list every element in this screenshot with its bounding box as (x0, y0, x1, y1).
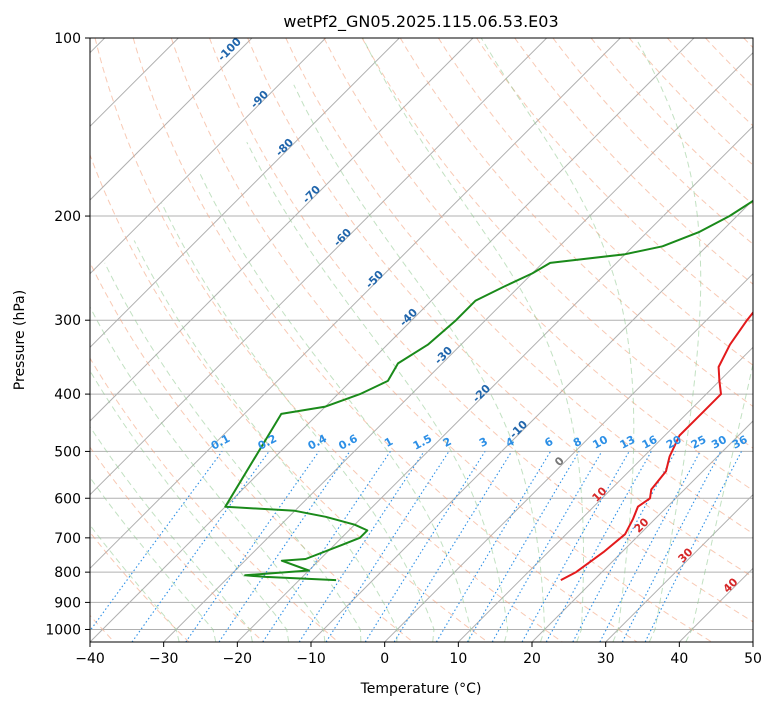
y-tick-label: 800 (54, 565, 81, 581)
mixing-ratio-line (644, 451, 742, 642)
y-tick-label: 400 (54, 387, 81, 403)
moist-adiabat-line (246, 141, 509, 642)
moist-adiabat-line (293, 84, 546, 642)
isotherm-line (90, 38, 400, 349)
axis-ticks: −40 −30 −20 −10 0 10 20 30 40 50 100 200 300 400 500 60… (45, 31, 762, 667)
mixing-ratio-line (262, 451, 391, 642)
mixing-ratio-line (521, 451, 630, 642)
mixing-ratio-label: 20 (664, 433, 684, 452)
moist-adiabat-line (480, 38, 635, 642)
mixing-ratio-line (325, 451, 450, 642)
grid-layer (90, 38, 753, 642)
x-tick-label: −40 (75, 651, 105, 667)
moist-adiabat-line (199, 174, 472, 642)
isotherm-line (605, 493, 753, 642)
x-tick-label: −20 (223, 651, 253, 667)
y-tick-label: 100 (54, 31, 81, 47)
dry-adiabat-line (247, 38, 753, 578)
isotherm-line (90, 38, 621, 570)
mixing-ratio-line (393, 451, 513, 642)
dry-adiabat-line (399, 38, 753, 408)
chart-title: wetPf2_GN05.2025.115.06.53.E03 (283, 12, 558, 32)
mixing-ratio-label: 10 (590, 433, 610, 452)
isotherm-line (90, 38, 327, 275)
y-tick-label: 300 (54, 313, 81, 329)
dry-adiabat-line (90, 357, 339, 642)
profile-lines (224, 199, 753, 582)
temperature-profile-line (560, 311, 753, 581)
dry-adiabat-line (285, 38, 753, 535)
moist-adiabat-line (685, 361, 753, 642)
moist-adiabat-line (90, 476, 217, 642)
mixing-ratio-line (90, 451, 223, 632)
plot-background (90, 38, 753, 642)
moist-adiabat-line (161, 202, 435, 642)
isotherm-line (90, 38, 253, 201)
auxiliary-lines (90, 38, 753, 642)
x-tick-label: 20 (523, 651, 541, 667)
mixing-ratio-line (298, 451, 425, 642)
moist-adiabat-line (90, 369, 290, 642)
y-tick-label: 700 (54, 531, 81, 547)
dry-adiabat-line (437, 38, 753, 366)
dry-adiabat-line (132, 38, 638, 642)
moist-adiabat-line (133, 240, 398, 642)
mixing-ratio-label: 30 (709, 433, 729, 452)
dry-adiabat-line (90, 261, 414, 642)
y-tick-label: 200 (54, 209, 81, 225)
mixing-ratio-label: 25 (689, 433, 709, 452)
isotherm-line (752, 641, 753, 642)
dry-adiabat-line (361, 38, 753, 449)
mixing-ratio-label: 16 (640, 433, 660, 452)
dry-adiabat-line (209, 38, 753, 623)
dry-adiabat-line (94, 38, 563, 642)
isotherm-line (236, 125, 753, 642)
y-tick-label: 500 (54, 444, 81, 460)
isotherm-line (90, 38, 695, 642)
dry-adiabat-line (170, 38, 712, 642)
x-tick-label: 0 (380, 651, 389, 667)
isotherm-line (531, 420, 753, 642)
moist-adiabat-line (635, 38, 702, 642)
isotherm-line (90, 38, 474, 422)
moist-adiabat-line (362, 38, 584, 642)
x-tick-label: 50 (744, 651, 762, 667)
y-tick-label: 1000 (45, 622, 81, 638)
x-tick-label: −30 (149, 651, 179, 667)
x-axis-label: Temperature (°C) (360, 681, 482, 697)
dry-adiabat-line (90, 153, 488, 642)
dry-adiabat-line (590, 38, 753, 206)
isotherm-line (163, 51, 753, 642)
dry-adiabat-line (323, 38, 753, 492)
x-tick-label: 30 (597, 651, 615, 667)
isotherm-line (384, 272, 753, 642)
y-axis-label: Pressure (hPa) (12, 290, 28, 390)
mixing-ratio-line (572, 451, 676, 642)
plot-frame (89, 37, 754, 643)
dewpoint-profile-line (224, 199, 753, 582)
mixing-ratio-line (218, 451, 351, 642)
mixing-ratio-label: 13 (618, 433, 638, 452)
dry-adiabat-line (90, 446, 264, 642)
mixing-ratio-label: 36 (730, 433, 750, 452)
moist-adiabat-line (90, 306, 326, 642)
dry-adiabat-line (552, 38, 753, 245)
y-tick-label: 600 (54, 491, 81, 507)
isotherm-line (90, 38, 548, 496)
y-tick-label: 900 (54, 595, 81, 611)
mixing-ratio-line (185, 451, 320, 642)
mixing-ratio-line (131, 451, 270, 642)
isotherm-line (457, 346, 753, 642)
x-tick-label: 10 (449, 651, 467, 667)
x-tick-label: 40 (670, 651, 688, 667)
mixing-ratio-line (621, 451, 722, 642)
x-tick-label: −10 (296, 651, 326, 667)
